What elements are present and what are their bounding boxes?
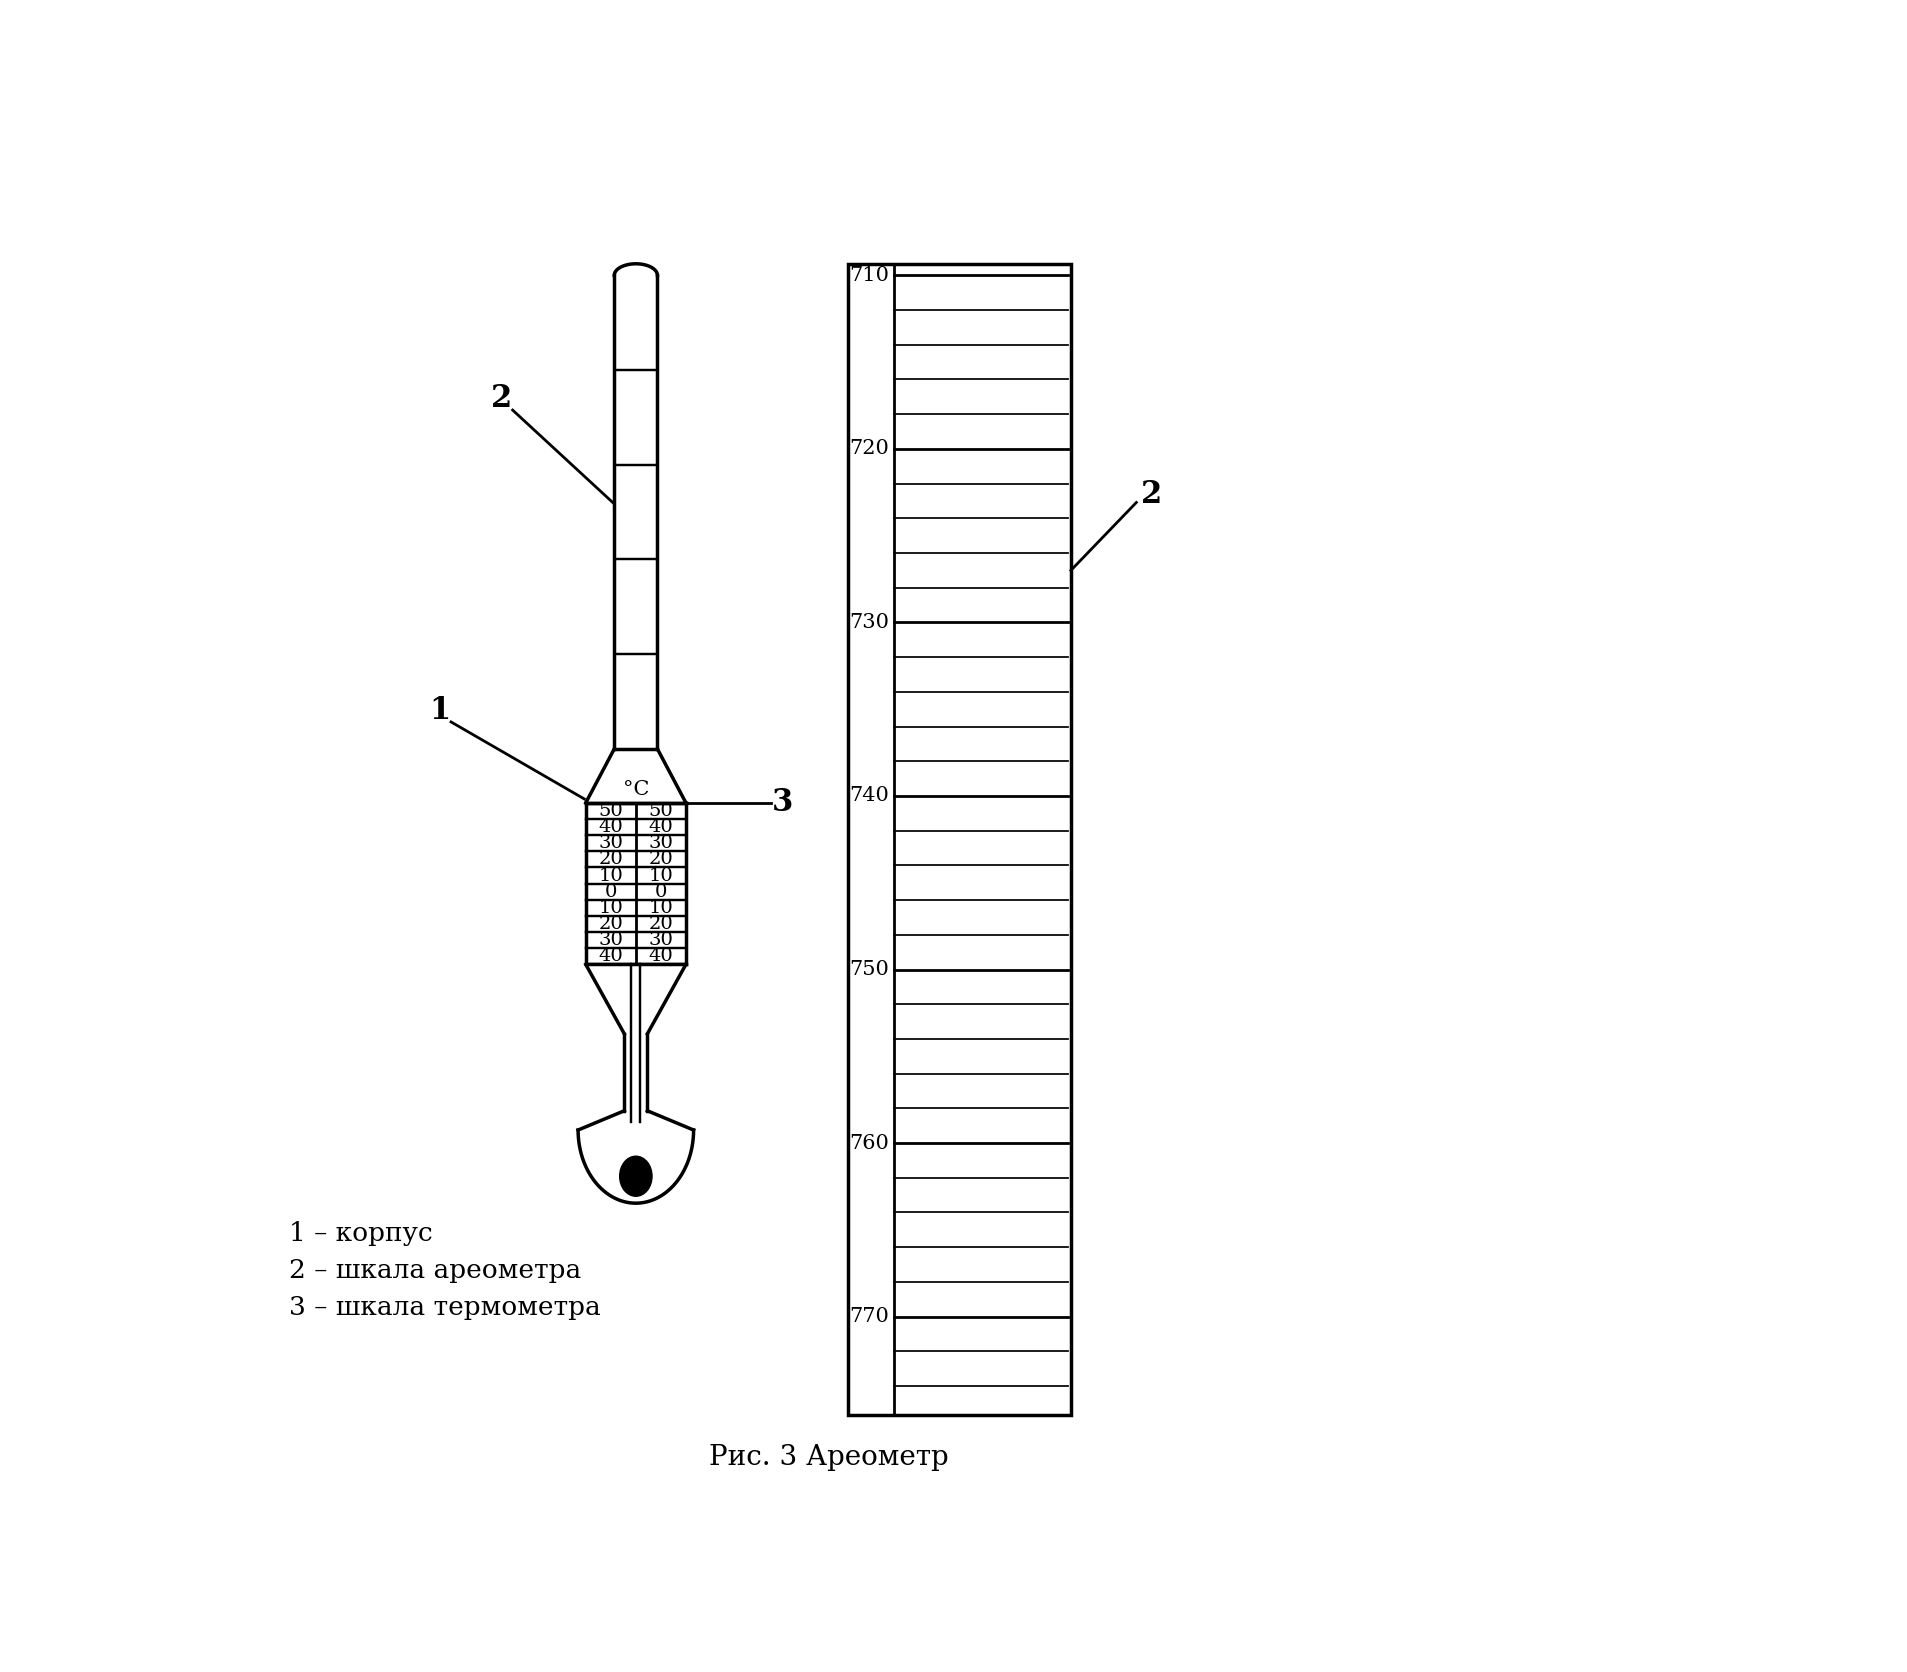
Text: 2: 2 — [1140, 480, 1163, 510]
Text: 30: 30 — [599, 834, 624, 853]
Text: 40: 40 — [599, 818, 624, 836]
Text: 40: 40 — [648, 818, 673, 836]
Text: 710: 710 — [849, 266, 889, 284]
Text: 1 – корпус: 1 – корпус — [290, 1222, 433, 1247]
Ellipse shape — [620, 1157, 652, 1195]
Text: 720: 720 — [849, 440, 889, 458]
Text: 30: 30 — [648, 834, 673, 853]
Text: 20: 20 — [648, 851, 673, 868]
Text: 50: 50 — [648, 803, 673, 819]
Text: 40: 40 — [599, 948, 624, 965]
Text: 770: 770 — [849, 1308, 889, 1326]
Text: Рис. 3 Ареометр: Рис. 3 Ареометр — [709, 1445, 948, 1471]
Text: 3 – шкала термометра: 3 – шкала термометра — [290, 1296, 601, 1321]
Text: 10: 10 — [648, 900, 673, 916]
Text: 0: 0 — [605, 883, 618, 901]
Text: 740: 740 — [849, 786, 889, 806]
Text: 3: 3 — [772, 788, 793, 818]
Text: 50: 50 — [599, 803, 624, 819]
Text: 10: 10 — [648, 866, 673, 884]
Text: 1: 1 — [429, 696, 450, 726]
Text: 10: 10 — [599, 900, 624, 916]
Text: 20: 20 — [648, 915, 673, 933]
Text: 760: 760 — [849, 1134, 889, 1152]
Text: 2: 2 — [490, 383, 511, 415]
Bar — [847, 264, 1072, 1415]
Text: 750: 750 — [849, 960, 889, 980]
Text: 40: 40 — [648, 948, 673, 965]
Text: 10: 10 — [599, 866, 624, 884]
Text: 30: 30 — [599, 931, 624, 950]
Text: 20: 20 — [599, 915, 624, 933]
Text: 20: 20 — [599, 851, 624, 868]
Text: °C: °C — [624, 779, 648, 799]
Text: 0: 0 — [654, 883, 667, 901]
Text: 730: 730 — [849, 614, 889, 632]
Text: 30: 30 — [648, 931, 673, 950]
Text: 2 – шкала ареометра: 2 – шкала ареометра — [290, 1259, 582, 1284]
